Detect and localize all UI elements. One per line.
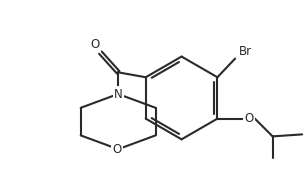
Text: O: O [113, 143, 122, 156]
Text: Br: Br [238, 45, 252, 58]
Text: O: O [244, 112, 254, 125]
Text: O: O [91, 38, 100, 51]
Text: N: N [114, 88, 122, 101]
